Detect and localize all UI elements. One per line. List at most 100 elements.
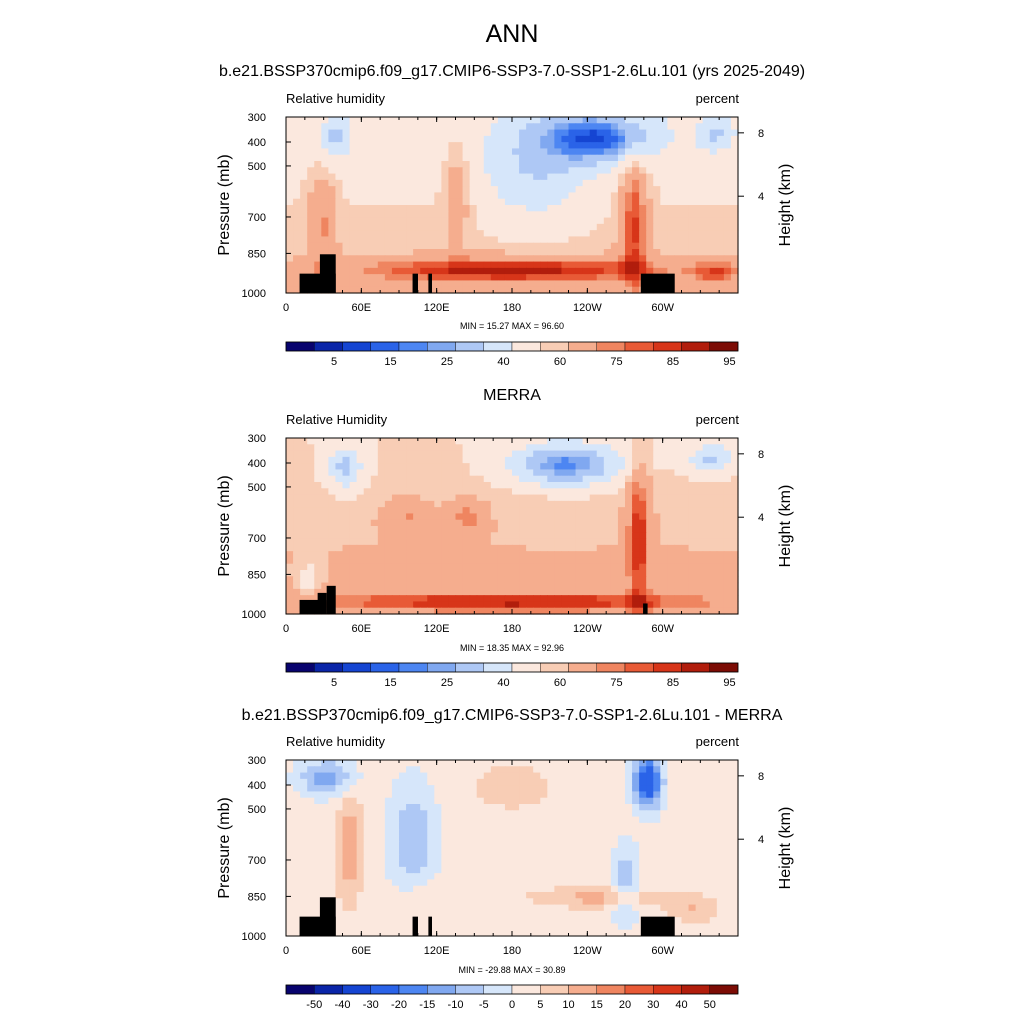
field-cell [476,211,485,219]
field-cell [455,135,464,143]
field-cell [709,760,718,767]
field-cell [547,544,555,552]
field-cell [617,154,626,162]
field-cell [455,866,464,874]
field-cell [653,778,661,786]
field-cell [709,507,718,515]
field-cell [441,588,450,596]
field-cell [420,267,428,275]
field-cell [730,760,739,767]
field-cell [483,563,492,571]
field-cell [716,576,725,584]
field-cell [512,544,520,552]
field-cell [519,835,527,843]
field-cell [335,557,344,565]
field-cell [328,444,337,452]
field-cell [610,179,619,187]
field-cell [300,161,308,168]
field-cell [554,601,563,609]
field-cell [625,760,633,767]
field-cell [646,841,654,849]
field-cell [384,242,393,250]
field-cell [596,135,605,143]
field-cell [321,538,329,546]
field-cell [391,778,400,786]
field-cell [582,280,591,288]
field-cell [568,242,577,250]
field-cell [384,532,393,540]
field-cell [526,217,534,225]
field-cell [723,829,732,837]
field-cell [441,595,450,603]
field-cell [455,438,464,445]
field-cell [639,797,647,805]
field-cell [328,450,337,458]
field-cell [420,186,428,194]
field-cell [377,117,386,124]
colorbar-swatch [511,662,541,673]
field-cell [603,557,612,565]
field-cell [497,198,506,206]
field-cell [688,607,697,615]
field-cell [723,488,732,496]
x-tick-label: 60W [651,302,674,314]
field-cell [723,513,732,521]
field-cell [646,595,654,603]
field-cell [554,286,563,294]
field-cell [293,588,301,596]
field-cell [441,469,450,477]
field-cell [660,482,668,489]
field-cell [547,148,555,156]
field-cell [603,211,612,219]
field-cell [293,438,301,445]
field-cell [667,563,676,571]
field-cell [681,804,690,811]
field-cell [370,816,379,824]
field-cell [667,538,676,546]
field-cell [695,450,704,458]
field-cell [356,173,365,181]
field-cell [519,123,527,131]
field-cell [441,526,450,533]
field-cell [335,123,344,131]
field-cell [321,463,329,471]
field-cell [455,854,464,862]
field-cell [434,797,442,805]
field-cell [610,797,619,805]
field-cell [293,778,301,786]
field-cell [709,217,718,225]
field-cell [363,482,372,489]
field-cell [356,469,365,477]
field-cell [349,205,358,212]
field-cell [596,538,605,546]
field-cell [391,570,400,577]
field-cell [462,544,471,552]
field-cell [363,848,372,855]
field-cell [349,760,358,767]
field-cell [434,211,442,219]
field-cell [469,167,478,175]
field-cell [674,588,683,596]
field-cell [709,778,718,786]
field-cell [300,117,308,124]
field-cell [504,854,513,862]
field-cell [434,286,442,294]
field-cell [568,791,577,799]
field-cell [321,117,329,124]
field-cell [497,507,506,515]
field-cell [476,230,485,238]
field-cell [716,167,725,175]
field-cell [462,186,471,194]
field-cell [476,117,485,124]
field-cell [335,475,344,483]
field-cell [293,456,301,464]
field-cell [533,286,541,294]
field-cell [681,135,690,143]
field-cell [540,785,548,793]
field-cell [469,205,478,212]
field-cell [582,469,591,477]
field-cell [554,507,563,515]
field-cell [730,797,739,805]
field-cell [328,570,337,577]
field-cell [596,242,605,250]
